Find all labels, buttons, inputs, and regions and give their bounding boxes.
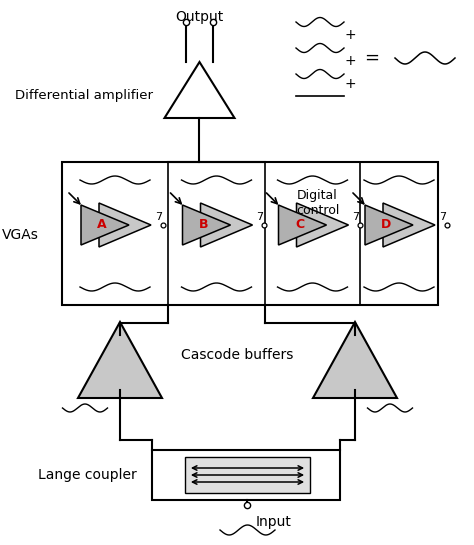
Text: Lange coupler: Lange coupler: [38, 468, 137, 482]
Polygon shape: [313, 322, 397, 398]
Polygon shape: [383, 203, 435, 247]
Polygon shape: [365, 205, 413, 245]
Text: Output: Output: [175, 10, 224, 24]
Text: Input: Input: [255, 515, 292, 529]
Text: 7: 7: [439, 212, 446, 222]
Bar: [62, 162, 438, 305]
Text: A: A: [97, 219, 107, 232]
Polygon shape: [99, 203, 151, 247]
Text: +: +: [344, 77, 356, 91]
Polygon shape: [182, 205, 230, 245]
Polygon shape: [78, 322, 162, 398]
Text: Differential amplifier: Differential amplifier: [15, 88, 153, 101]
Text: 7: 7: [155, 212, 162, 222]
Text: D: D: [381, 219, 391, 232]
Text: =: =: [365, 49, 380, 67]
Bar: [152, 450, 340, 500]
Text: B: B: [199, 219, 208, 232]
Text: +: +: [344, 54, 356, 68]
Text: 7: 7: [256, 212, 264, 222]
Text: 7: 7: [353, 212, 360, 222]
Polygon shape: [81, 205, 129, 245]
Text: VGAs: VGAs: [1, 228, 38, 242]
Polygon shape: [201, 203, 253, 247]
Text: Digital
control: Digital control: [296, 189, 339, 217]
Polygon shape: [297, 203, 348, 247]
Text: C: C: [295, 219, 304, 232]
Polygon shape: [279, 205, 327, 245]
Polygon shape: [164, 62, 235, 118]
Text: +: +: [344, 28, 356, 42]
Text: Cascode buffers: Cascode buffers: [182, 348, 294, 362]
Bar: [185, 457, 310, 493]
